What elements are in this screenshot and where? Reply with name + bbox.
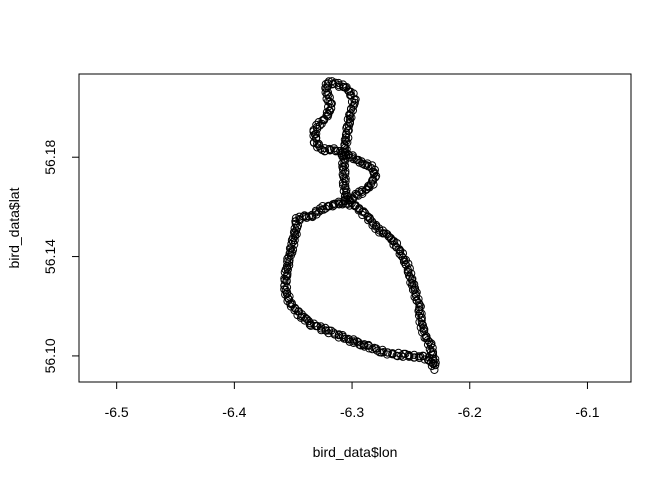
- data-point: [397, 351, 406, 360]
- data-point: [412, 292, 421, 301]
- data-point: [282, 289, 291, 298]
- data-point: [360, 342, 369, 351]
- data-point: [348, 106, 357, 115]
- data-point: [345, 114, 354, 124]
- data-point: [286, 247, 295, 256]
- data-point: [388, 350, 397, 359]
- data-point: [364, 340, 373, 350]
- data-point: [316, 144, 325, 153]
- data-point: [320, 144, 329, 153]
- data-point: [321, 323, 330, 332]
- y-axis-title: bird_data$lat: [6, 187, 22, 268]
- data-point: [414, 294, 423, 304]
- data-point: [344, 153, 353, 162]
- x-tick-label: -6.3: [340, 404, 364, 420]
- data-point: [315, 204, 325, 213]
- data-point: [410, 350, 419, 359]
- data-point: [414, 352, 423, 361]
- data-point: [360, 340, 369, 349]
- data-point: [330, 199, 339, 208]
- data-point: [291, 217, 300, 226]
- x-tick-label: -6.2: [458, 404, 482, 420]
- x-tick-label: -6.4: [222, 404, 246, 420]
- data-point: [345, 196, 354, 205]
- data-point: [321, 88, 330, 97]
- data-point: [338, 80, 348, 89]
- y-axis: 56.10 56.14 56.18: [42, 139, 80, 373]
- data-point: [392, 351, 401, 360]
- data-point: [343, 138, 352, 147]
- data-point: [368, 175, 378, 184]
- data-point: [368, 161, 377, 170]
- data-point: [431, 358, 440, 367]
- data-point: [310, 130, 319, 139]
- x-axis: -6.5 -6.4 -6.3 -6.2 -6.1: [105, 381, 600, 420]
- data-point: [341, 167, 350, 176]
- data-point: [344, 150, 353, 159]
- data-point: [373, 346, 382, 355]
- data-point: [285, 292, 294, 301]
- x-tick-label: -6.5: [105, 404, 129, 420]
- y-tick-label: 56.10: [42, 338, 58, 373]
- data-point: [417, 313, 426, 322]
- data-point: [407, 281, 417, 290]
- data-point: [325, 146, 335, 155]
- data-point: [336, 147, 345, 156]
- data-point: [344, 126, 353, 135]
- data-point: [293, 221, 302, 230]
- data-point: [302, 213, 311, 222]
- data-point: [363, 212, 372, 221]
- data-point: [358, 210, 367, 220]
- data-point: [321, 146, 330, 156]
- data-point: [410, 353, 419, 362]
- data-point: [431, 354, 440, 364]
- data-point: [418, 319, 427, 328]
- data-point: [292, 230, 301, 239]
- data-points: [280, 77, 440, 374]
- data-point: [350, 98, 359, 107]
- data-point: [301, 212, 310, 221]
- data-point: [346, 91, 355, 100]
- data-point: [322, 108, 331, 117]
- data-point: [302, 314, 311, 323]
- x-tick-label: -6.1: [575, 404, 599, 420]
- data-point: [414, 311, 424, 320]
- data-point: [415, 305, 424, 314]
- data-point: [323, 79, 332, 88]
- data-point: [312, 210, 321, 219]
- data-point: [288, 245, 298, 254]
- y-tick-label: 56.14: [42, 239, 58, 274]
- data-point: [341, 130, 351, 139]
- data-point: [283, 269, 292, 278]
- x-axis-title: bird_data$lon: [313, 444, 398, 460]
- data-point: [383, 348, 392, 357]
- data-point: [311, 206, 320, 215]
- data-point: [334, 331, 343, 340]
- data-point: [291, 232, 300, 241]
- data-point: [359, 207, 368, 216]
- data-point: [419, 324, 428, 333]
- data-point: [289, 237, 298, 246]
- data-point: [429, 356, 438, 365]
- data-point: [364, 183, 373, 192]
- y-tick-label: 56.18: [42, 139, 58, 174]
- data-point: [348, 195, 357, 204]
- data-point: [338, 178, 347, 187]
